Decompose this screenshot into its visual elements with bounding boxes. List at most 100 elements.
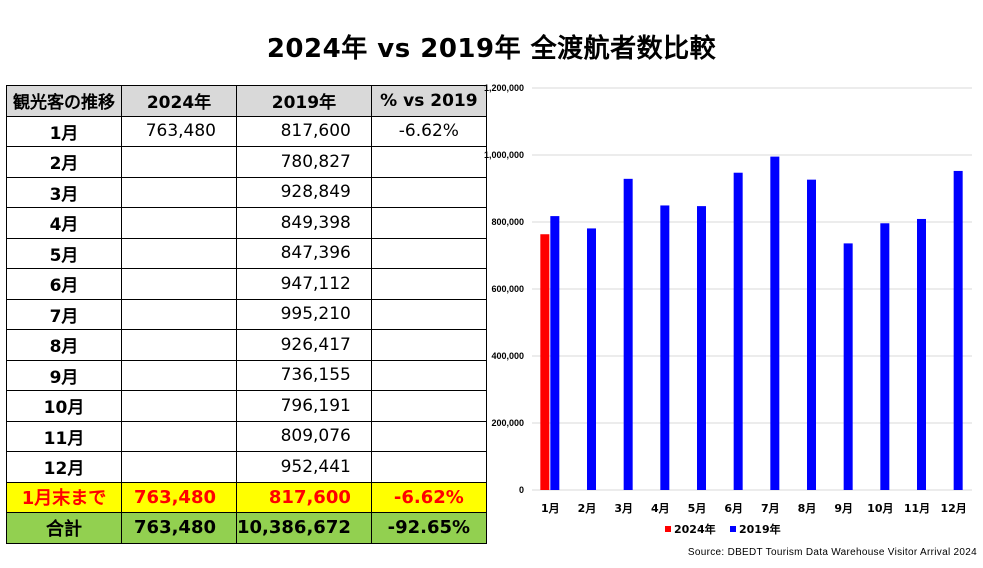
value-2024-cell: 763,480 xyxy=(121,512,237,544)
value-2019-cell: 817,600 xyxy=(236,481,372,513)
value-2019-cell: 736,155 xyxy=(236,359,372,391)
table-header-row: 観光客の推移 2024年 2019年 % vs 2019 xyxy=(6,85,487,117)
total-row: 合計 763,480 10,386,672 -92.65% xyxy=(6,512,487,544)
pct-cell: -92.65% xyxy=(370,512,487,544)
value-2024-cell xyxy=(121,146,237,178)
bar-2019 xyxy=(623,178,633,491)
legend-label: 2024年 xyxy=(674,522,716,536)
month-cell: 4月 xyxy=(6,207,122,239)
pct-cell xyxy=(370,329,487,361)
y-tick-label: 800,000 xyxy=(491,217,524,227)
x-tick-label: 1月 xyxy=(541,502,560,515)
pct-cell xyxy=(370,298,487,330)
table-row: 6月 947,112 xyxy=(6,268,487,300)
value-2024-cell xyxy=(121,451,237,483)
month-cell: 12月 xyxy=(6,451,122,483)
value-2024-cell xyxy=(121,176,237,208)
month-cell: 9月 xyxy=(6,359,122,391)
value-2024-cell xyxy=(121,329,237,361)
value-2024-cell xyxy=(121,298,237,330)
visitor-table: 観光客の推移 2024年 2019年 % vs 2019 1月 763,480 81… xyxy=(6,85,487,544)
month-cell: 10月 xyxy=(6,390,122,422)
header-pct: % vs 2019 xyxy=(370,85,487,117)
value-2024-cell xyxy=(121,420,237,452)
legend-swatch xyxy=(730,526,736,532)
value-2019-cell: 926,417 xyxy=(236,329,372,361)
x-tick-label: 4月 xyxy=(651,502,670,515)
bar-2019 xyxy=(587,228,596,490)
header-label: 観光客の推移 xyxy=(6,85,122,117)
table-row: 3月 928,849 xyxy=(6,176,487,208)
value-2024-cell: 763,480 xyxy=(121,481,237,513)
bar-2019 xyxy=(843,243,853,490)
table-row: 4月 849,398 xyxy=(6,207,487,239)
month-cell: 1月末まで xyxy=(6,481,122,513)
value-2019-cell: 817,600 xyxy=(236,115,372,147)
page-title: 2024年 vs 2019年 全渡航者数比較 xyxy=(266,34,717,64)
value-2019-cell: 809,076 xyxy=(236,420,372,452)
y-tick-label: 400,000 xyxy=(491,351,524,361)
month-cell: 7月 xyxy=(6,298,122,330)
legend-label: 2019年 xyxy=(739,522,781,536)
bar-2024 xyxy=(540,234,550,490)
bar-2019 xyxy=(660,205,670,491)
value-2019-cell: 928,849 xyxy=(236,176,372,208)
value-2019-cell: 796,191 xyxy=(236,390,372,422)
month-cell: 8月 xyxy=(6,329,122,361)
y-tick-label: 1,000,000 xyxy=(484,150,524,160)
pct-cell xyxy=(370,146,487,178)
x-tick-label: 6月 xyxy=(724,502,743,515)
y-tick-label: 200,000 xyxy=(491,418,524,428)
value-2024-cell xyxy=(121,207,237,239)
bar-chart: 0 200,000 400,000 600,000 800,000 1,000,000 1,… xyxy=(484,83,972,536)
bar-2019 xyxy=(733,172,743,491)
value-2024-cell xyxy=(121,268,237,300)
bar-2019 xyxy=(550,216,560,490)
bar-2019 xyxy=(880,223,890,491)
month-cell: 1月 xyxy=(6,115,122,147)
x-tick-label: 7月 xyxy=(761,502,780,515)
pct-cell xyxy=(370,420,487,452)
header-2019: 2019年 xyxy=(236,85,372,117)
table-row: 8月 926,417 xyxy=(6,329,487,361)
table-row: 10月 796,191 xyxy=(6,390,487,422)
source-note: Source: DBEDT Tourism Data Warehouse Vis… xyxy=(687,547,977,558)
value-2019-cell: 849,398 xyxy=(236,207,372,239)
bar-2019 xyxy=(770,156,780,490)
x-tick-label: 3月 xyxy=(614,502,633,515)
table-row: 7月 995,210 xyxy=(6,298,487,330)
month-cell: 11月 xyxy=(6,420,122,452)
x-tick-label: 12月 xyxy=(941,502,967,515)
x-tick-label: 11月 xyxy=(904,502,930,515)
pct-cell xyxy=(370,268,487,300)
value-2019-cell: 10,386,672 xyxy=(236,512,372,544)
header-2024: 2024年 xyxy=(121,85,237,117)
value-2024-cell xyxy=(121,359,237,391)
x-tick-label: 2月 xyxy=(578,502,597,515)
bar-2019 xyxy=(953,170,963,491)
value-2019-cell: 947,112 xyxy=(236,268,372,300)
bar-2019 xyxy=(917,218,926,490)
value-2019-cell: 952,441 xyxy=(236,451,372,483)
table-row: 2月 780,827 xyxy=(6,146,487,178)
x-tick-label: 9月 xyxy=(834,502,853,515)
value-2024-cell xyxy=(121,390,237,422)
pct-cell: -6.62% xyxy=(370,481,487,513)
y-tick-label: 0 xyxy=(519,485,524,495)
month-cell: 3月 xyxy=(6,176,122,208)
table-row: 1月 763,480 817,600 -6.62% xyxy=(6,115,487,147)
value-2019-cell: 995,210 xyxy=(236,298,372,330)
y-tick-label: 600,000 xyxy=(491,284,524,294)
y-tick-label: 1,200,000 xyxy=(484,83,524,93)
table-row: 5月 847,396 xyxy=(6,237,487,269)
value-2024-cell xyxy=(121,237,237,269)
x-tick-label: 8月 xyxy=(798,502,817,515)
value-2019-cell: 847,396 xyxy=(236,237,372,269)
table-row: 9月 736,155 xyxy=(6,359,487,391)
bar-2019 xyxy=(697,206,706,490)
value-2024-cell: 763,480 xyxy=(121,115,237,147)
pct-cell: -6.62% xyxy=(370,115,487,147)
month-cell: 6月 xyxy=(6,268,122,300)
ytd-row: 1月末まで 763,480 817,600 -6.62% xyxy=(6,481,487,513)
table-row: 11月 809,076 xyxy=(6,420,487,452)
